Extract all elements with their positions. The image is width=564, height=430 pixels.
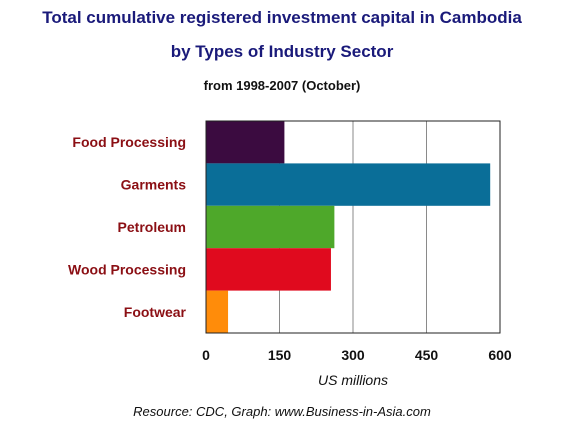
category-label: Wood Processing	[68, 261, 186, 277]
chart-title-line1: Total cumulative registered investment c…	[42, 8, 522, 27]
bar-garments	[206, 163, 491, 206]
chart-subtitle: from 1998-2007 (October)	[203, 78, 361, 93]
bar-petroleum	[206, 205, 335, 249]
bar-footwear	[206, 290, 229, 333]
bar-food-processing	[206, 121, 285, 164]
plot-area-frame	[205, 120, 501, 334]
x-tick-label: 0	[202, 347, 210, 363]
bar-wood-processing	[206, 248, 331, 291]
category-label: Food Processing	[72, 134, 186, 150]
x-tick-label: 300	[341, 347, 365, 363]
category-label: Garments	[121, 177, 187, 193]
x-axis-title: US millions	[318, 372, 388, 388]
source-note: Resource: CDC, Graph: www.Business-in-As…	[133, 404, 431, 419]
x-tick-label: 150	[268, 347, 292, 363]
x-tick-label: 600	[488, 347, 512, 363]
category-label: Petroleum	[118, 219, 186, 235]
x-tick-label: 450	[415, 347, 439, 363]
category-label: Footwear	[124, 304, 187, 320]
chart-title-line2: by Types of Industry Sector	[170, 42, 394, 61]
